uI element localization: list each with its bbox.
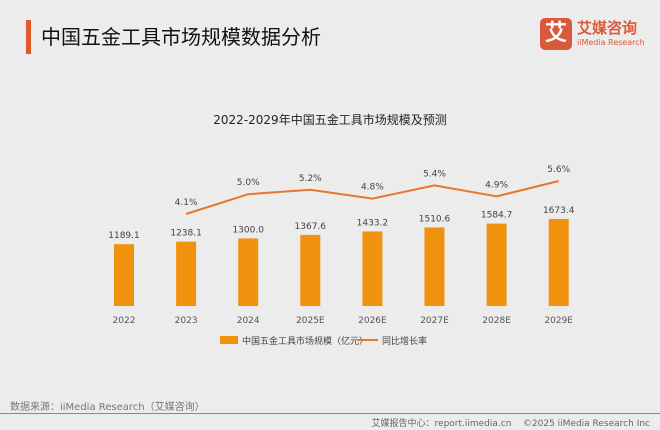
bar-label-2025E: 1367.6: [295, 222, 327, 232]
x-tick-2026E: 2026E: [358, 316, 387, 326]
logo-text-cn: 艾媒咨询: [577, 19, 638, 37]
line-label-2029E: 5.6%: [547, 165, 570, 175]
page-title: 中国五金工具市场规模数据分析: [41, 25, 321, 49]
line-label-2027E: 5.4%: [423, 169, 446, 179]
x-tick-2028E: 2028E: [482, 316, 511, 326]
bar-2027E: [424, 227, 445, 306]
x-tick-2025E: 2025E: [296, 316, 325, 326]
bar-label-2023: 1238.1: [170, 229, 202, 239]
line-label-2024: 5.0%: [237, 178, 260, 188]
footer-text: 艾媒报告中心：report.iimedia.cn ©2025 iiMedia R…: [372, 416, 650, 429]
logo-text-en: iiMedia Research: [577, 38, 645, 47]
line-label-2028E: 4.9%: [485, 180, 508, 190]
bar-2028E: [486, 223, 507, 306]
x-tick-2024: 2024: [237, 316, 260, 326]
source-note: 数据来源：iiMedia Research（艾媒咨询）: [10, 402, 205, 413]
title-accent-bar: [26, 20, 31, 54]
bar-2025E: [300, 234, 321, 306]
line-label-2026E: 4.8%: [361, 183, 384, 193]
line-label-2025E: 5.2%: [299, 174, 322, 184]
legend-line-label: 同比增长率: [382, 335, 427, 347]
bar-2023: [176, 241, 197, 306]
footer-divider: [0, 413, 660, 414]
logo-mark: 艾: [540, 18, 572, 50]
chart: 2022-2029年中国五金工具市场规模及预测 1189.1 2022 1238.1…: [108, 112, 575, 347]
bar-label-2029E: 1673.4: [543, 206, 575, 216]
legend-bar-swatch: [220, 336, 238, 344]
x-tick-2027E: 2027E: [420, 316, 449, 326]
bar-label-2028E: 1584.7: [481, 211, 513, 221]
bar-2024: [238, 238, 259, 306]
bar-2022: [114, 244, 134, 306]
bar-2029E: [548, 218, 569, 306]
bar-label-2026E: 1433.2: [357, 218, 389, 228]
x-tick-2029E: 2029E: [544, 316, 573, 326]
bar-2026E: [362, 231, 383, 306]
line-label-2023: 4.1%: [175, 198, 198, 208]
bar-label-2027E: 1510.6: [419, 214, 451, 224]
chart-title: 2022-2029年中国五金工具市场规模及预测: [213, 112, 446, 127]
growth-rate-line: [185, 180, 559, 215]
bar-label-2024: 1300.0: [232, 225, 264, 235]
x-tick-2022: 2022: [113, 316, 136, 326]
x-tick-2023: 2023: [175, 316, 198, 326]
bar-label-2022: 1189.1: [108, 231, 140, 241]
legend-bar-label: 中国五金工具市场规模（亿元）: [242, 335, 368, 347]
copyright: ©2025 iiMedia Research Inc: [522, 419, 650, 429]
report-link[interactable]: 艾媒报告中心：report.iimedia.cn: [371, 419, 512, 429]
